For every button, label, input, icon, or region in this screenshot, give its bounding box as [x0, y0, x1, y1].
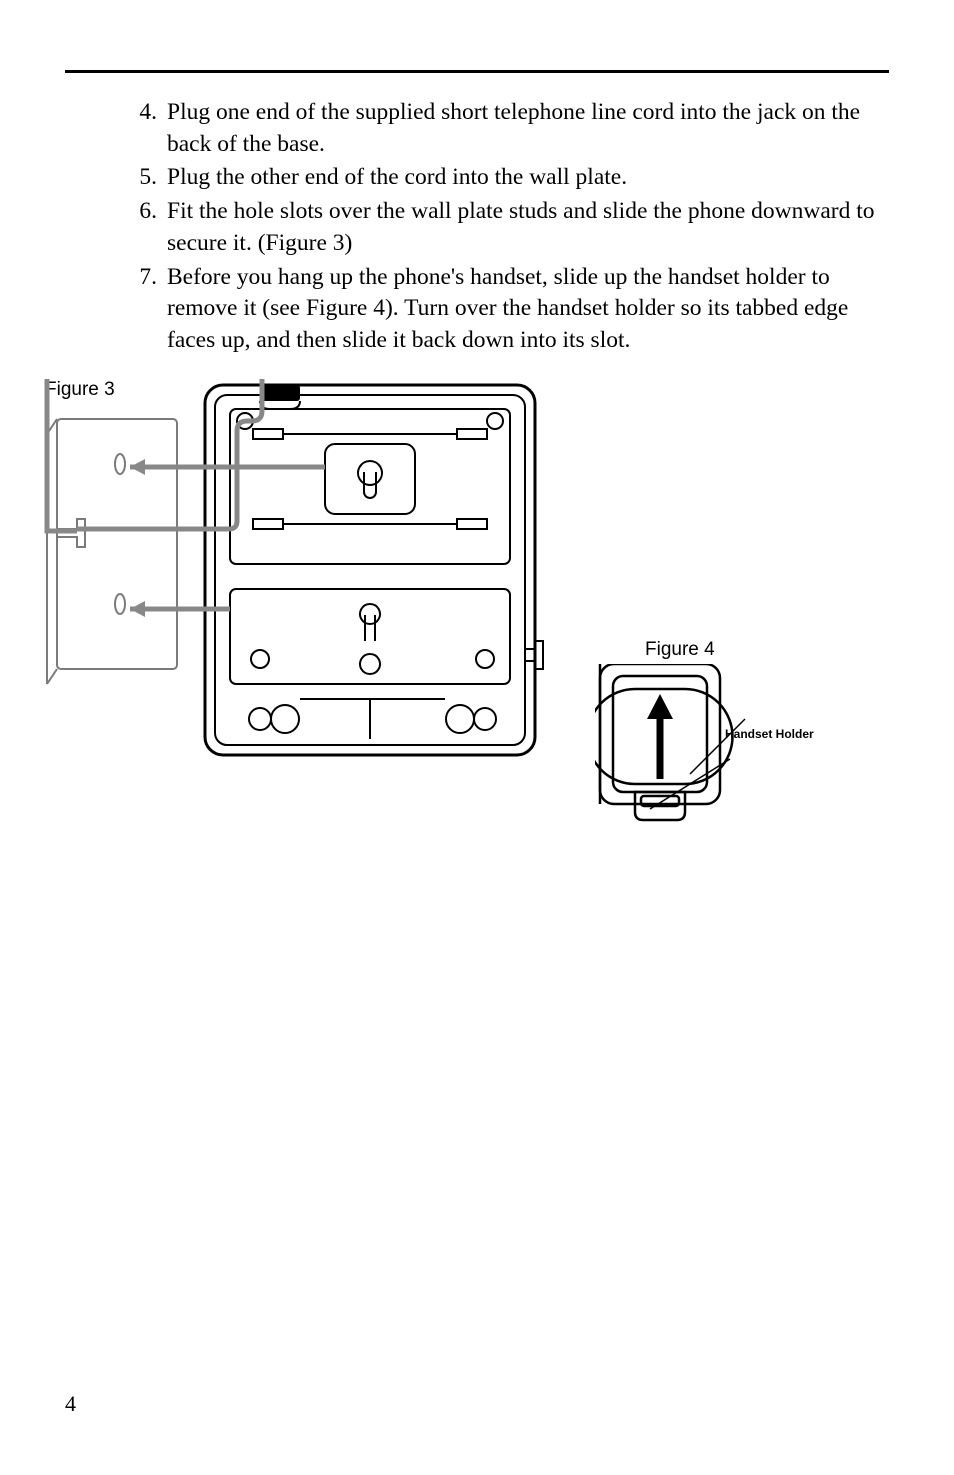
figure-4-label: Figure 4	[645, 639, 715, 661]
list-item: 5. Plug the other end of the cord into t…	[125, 162, 889, 194]
list-item: 4. Plug one end of the supplied short te…	[125, 97, 889, 160]
wall-plate-icon	[47, 419, 177, 684]
callout-line-icon	[690, 719, 745, 774]
item-text: Before you hang up the phone's handset, …	[167, 262, 889, 357]
instruction-list: 4. Plug one end of the supplied short te…	[65, 97, 889, 357]
item-text: Plug the other end of the cord into the …	[167, 162, 627, 194]
page-number: 4	[65, 1391, 76, 1417]
horizontal-rule	[65, 70, 889, 73]
list-item: 6. Fit the hole slots over the wall plat…	[125, 196, 889, 259]
item-text: Plug one end of the supplied short telep…	[167, 97, 889, 160]
item-number: 4.	[125, 97, 157, 160]
figure-4-diagram	[595, 664, 815, 844]
up-arrow-icon	[647, 694, 673, 779]
item-number: 7.	[125, 262, 157, 357]
item-number: 6.	[125, 196, 157, 259]
figures-container: Figure 3 Figure 4 Handset Holder	[65, 379, 889, 879]
list-item: 7. Before you hang up the phone's handse…	[125, 262, 889, 357]
item-number: 5.	[125, 162, 157, 194]
item-text: Fit the hole slots over the wall plate s…	[167, 196, 889, 259]
figure-3-diagram	[35, 379, 595, 799]
hanger-top-icon	[260, 385, 300, 401]
